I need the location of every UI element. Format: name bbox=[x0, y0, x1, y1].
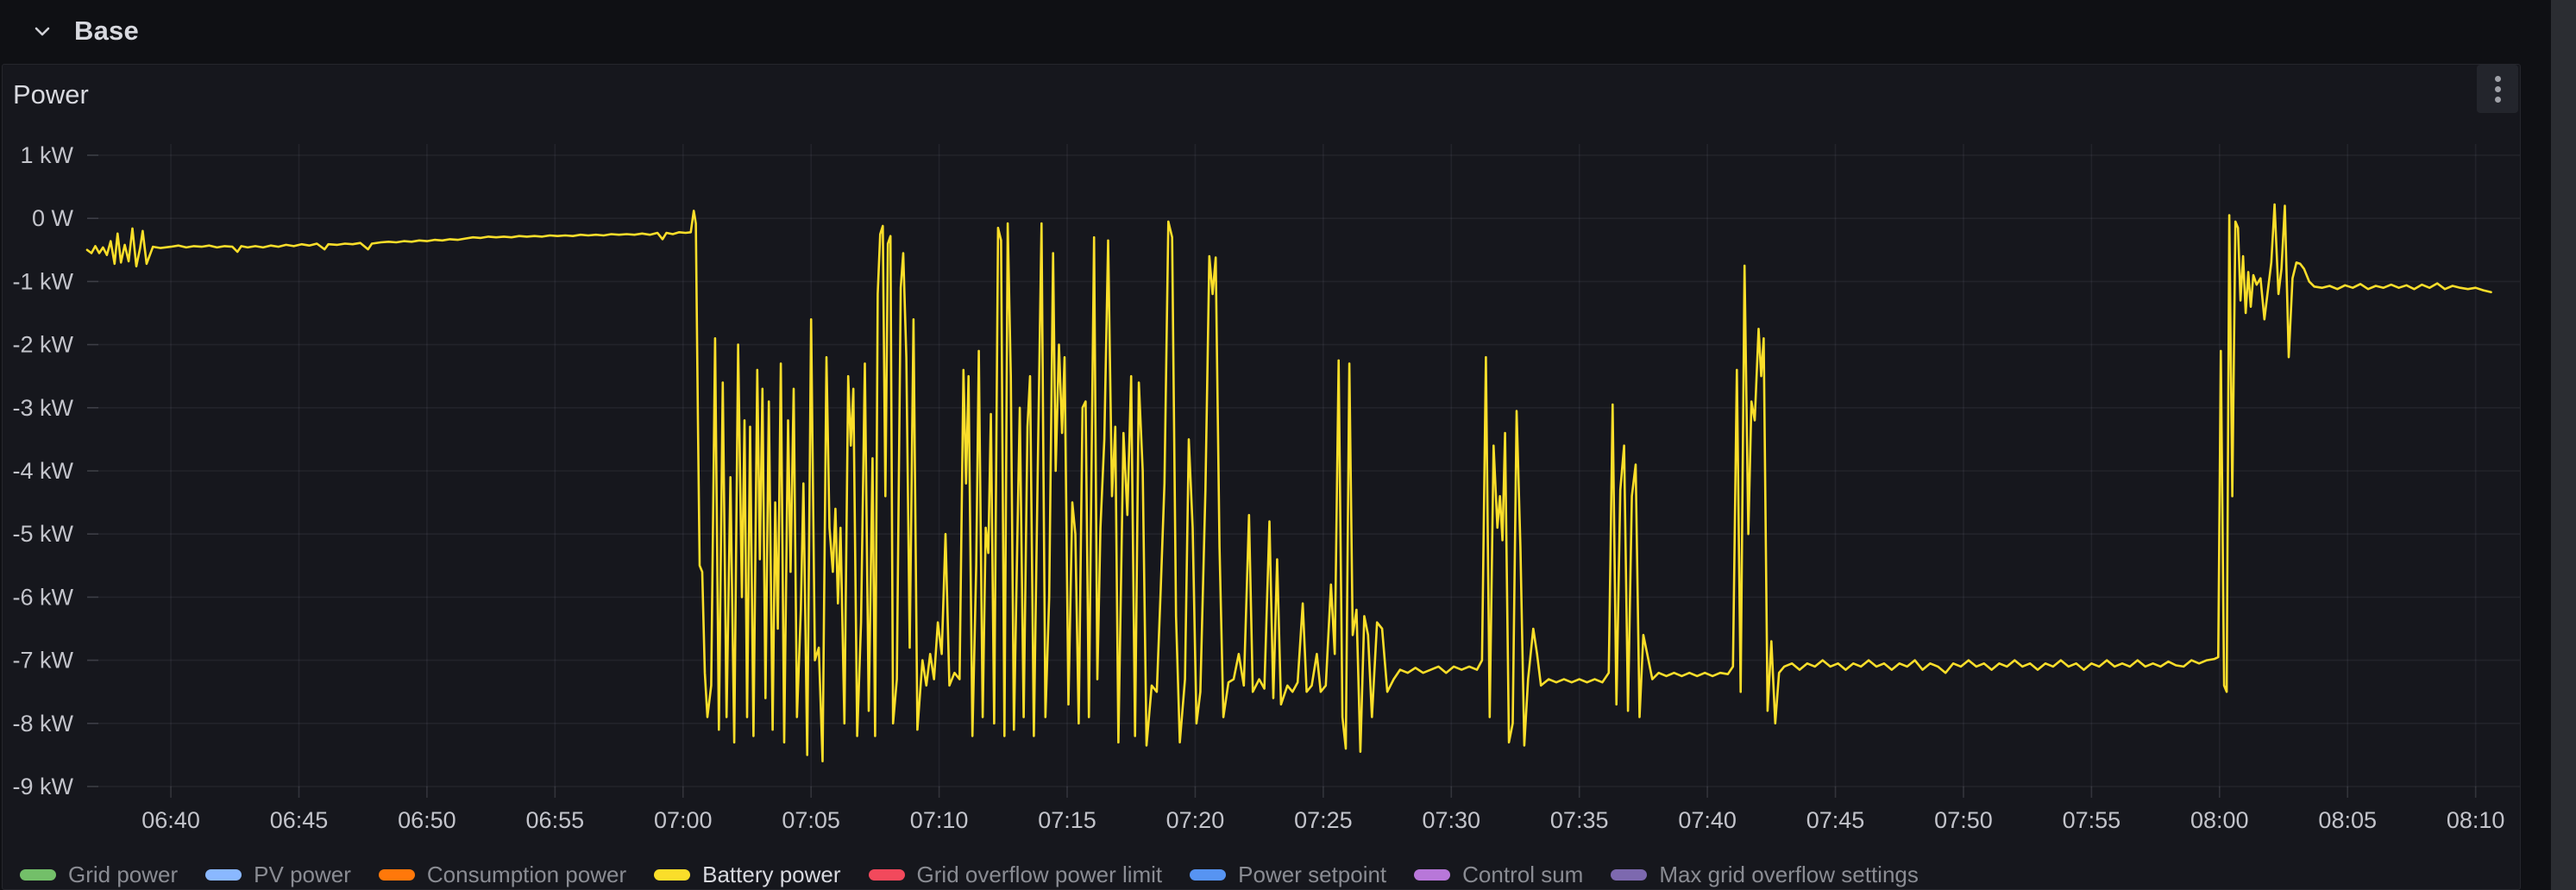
y-tick-label: -7 kW bbox=[13, 648, 74, 674]
x-tick-label: 07:40 bbox=[1678, 807, 1737, 833]
x-tick-label: 07:45 bbox=[1806, 807, 1865, 833]
x-tick-label: 08:00 bbox=[2190, 807, 2249, 833]
legend-label: Control sum bbox=[1462, 861, 1584, 887]
x-tick-label: 07:35 bbox=[1550, 807, 1609, 833]
y-tick-label: -4 kW bbox=[13, 458, 74, 484]
legend-label: Power setpoint bbox=[1238, 861, 1387, 887]
legend-label: Max grid overflow settings bbox=[1659, 861, 1919, 887]
chevron-down-icon[interactable] bbox=[31, 20, 53, 42]
x-tick-label: 07:15 bbox=[1038, 807, 1096, 833]
panel-title[interactable]: Power bbox=[13, 79, 89, 110]
y-tick-label: 1 kW bbox=[20, 142, 73, 168]
battery-power-line bbox=[85, 203, 2492, 762]
x-tick-label: 07:55 bbox=[2063, 807, 2121, 833]
chart-legend: Grid power PV power Consumption power Batte… bbox=[20, 862, 1919, 887]
vertical-scrollbar[interactable] bbox=[2551, 0, 2576, 890]
legend-label: Grid power bbox=[68, 861, 179, 887]
legend-item-grid-overflow-power-limit[interactable]: Grid overflow power limit bbox=[868, 861, 1163, 888]
x-tick-label: 07:10 bbox=[910, 807, 969, 833]
y-tick-label: -2 kW bbox=[13, 332, 74, 358]
x-tick-label: 07:20 bbox=[1166, 807, 1225, 833]
x-tick-label: 06:55 bbox=[526, 807, 585, 833]
row-title: Base bbox=[74, 16, 139, 46]
legend-item-power-setpoint[interactable]: Power setpoint bbox=[1190, 862, 1386, 888]
y-tick-label: -8 kW bbox=[13, 711, 74, 736]
legend-label: Consumption power bbox=[426, 861, 627, 887]
x-tick-label: 07:50 bbox=[1934, 807, 1993, 833]
legend-item-consumption-power[interactable]: Consumption power bbox=[378, 861, 627, 888]
legend-color-pill bbox=[205, 868, 242, 881]
x-tick-label: 07:30 bbox=[1422, 807, 1480, 833]
y-tick-label: -6 kW bbox=[13, 584, 74, 610]
legend-color-pill bbox=[378, 868, 415, 881]
x-tick-label: 07:00 bbox=[654, 807, 713, 833]
legend-item-pv-power[interactable]: PV power bbox=[205, 862, 351, 888]
x-tick-label: 06:50 bbox=[398, 807, 456, 833]
y-tick-label: -5 kW bbox=[13, 521, 74, 547]
legend-item-battery-power[interactable]: Battery power bbox=[654, 861, 841, 888]
dashboard-row-header[interactable]: Base bbox=[0, 0, 2519, 62]
panel-menu-button[interactable] bbox=[2477, 65, 2518, 113]
legend-label: Battery power bbox=[702, 861, 841, 887]
chart-svg: 1 kW 0 W -1 kW -2 kW -3 kW -4 kW -5 kW -6 kW -7 … bbox=[13, 142, 2520, 833]
legend-color-pill bbox=[1190, 868, 1227, 881]
legend-label: Grid overflow power limit bbox=[916, 861, 1163, 887]
y-tick-label: -1 kW bbox=[13, 268, 74, 294]
kebab-vertical-icon bbox=[2494, 75, 2501, 103]
legend-color-pill bbox=[654, 868, 691, 881]
x-tick-label: 07:05 bbox=[782, 807, 840, 833]
legend-item-max-grid-overflow-settings[interactable]: Max grid overflow settings bbox=[1611, 862, 1919, 888]
legend-item-grid-power[interactable]: Grid power bbox=[20, 862, 178, 888]
power-panel: 1 kW 0 W -1 kW -2 kW -3 kW -4 kW -5 kW -6 kW -7 … bbox=[2, 64, 2521, 890]
legend-label: PV power bbox=[254, 861, 351, 887]
x-tick-label: 08:10 bbox=[2447, 807, 2505, 833]
x-tick-label: 07:25 bbox=[1294, 807, 1353, 833]
legend-color-pill bbox=[20, 868, 56, 881]
y-tick-label: -9 kW bbox=[13, 774, 74, 799]
legend-color-pill bbox=[1414, 868, 1451, 881]
x-tick-label: 06:40 bbox=[141, 807, 200, 833]
x-tick-label: 06:45 bbox=[270, 807, 329, 833]
legend-item-control-sum[interactable]: Control sum bbox=[1414, 862, 1583, 888]
legend-color-pill bbox=[1611, 868, 1648, 881]
time-series-chart[interactable]: 1 kW 0 W -1 kW -2 kW -3 kW -4 kW -5 kW -6 kW -7 … bbox=[3, 65, 2520, 890]
y-tick-label: 0 W bbox=[32, 205, 74, 231]
x-tick-label: 08:05 bbox=[2318, 807, 2377, 833]
legend-color-pill bbox=[868, 868, 905, 881]
y-tick-label: -3 kW bbox=[13, 395, 74, 421]
